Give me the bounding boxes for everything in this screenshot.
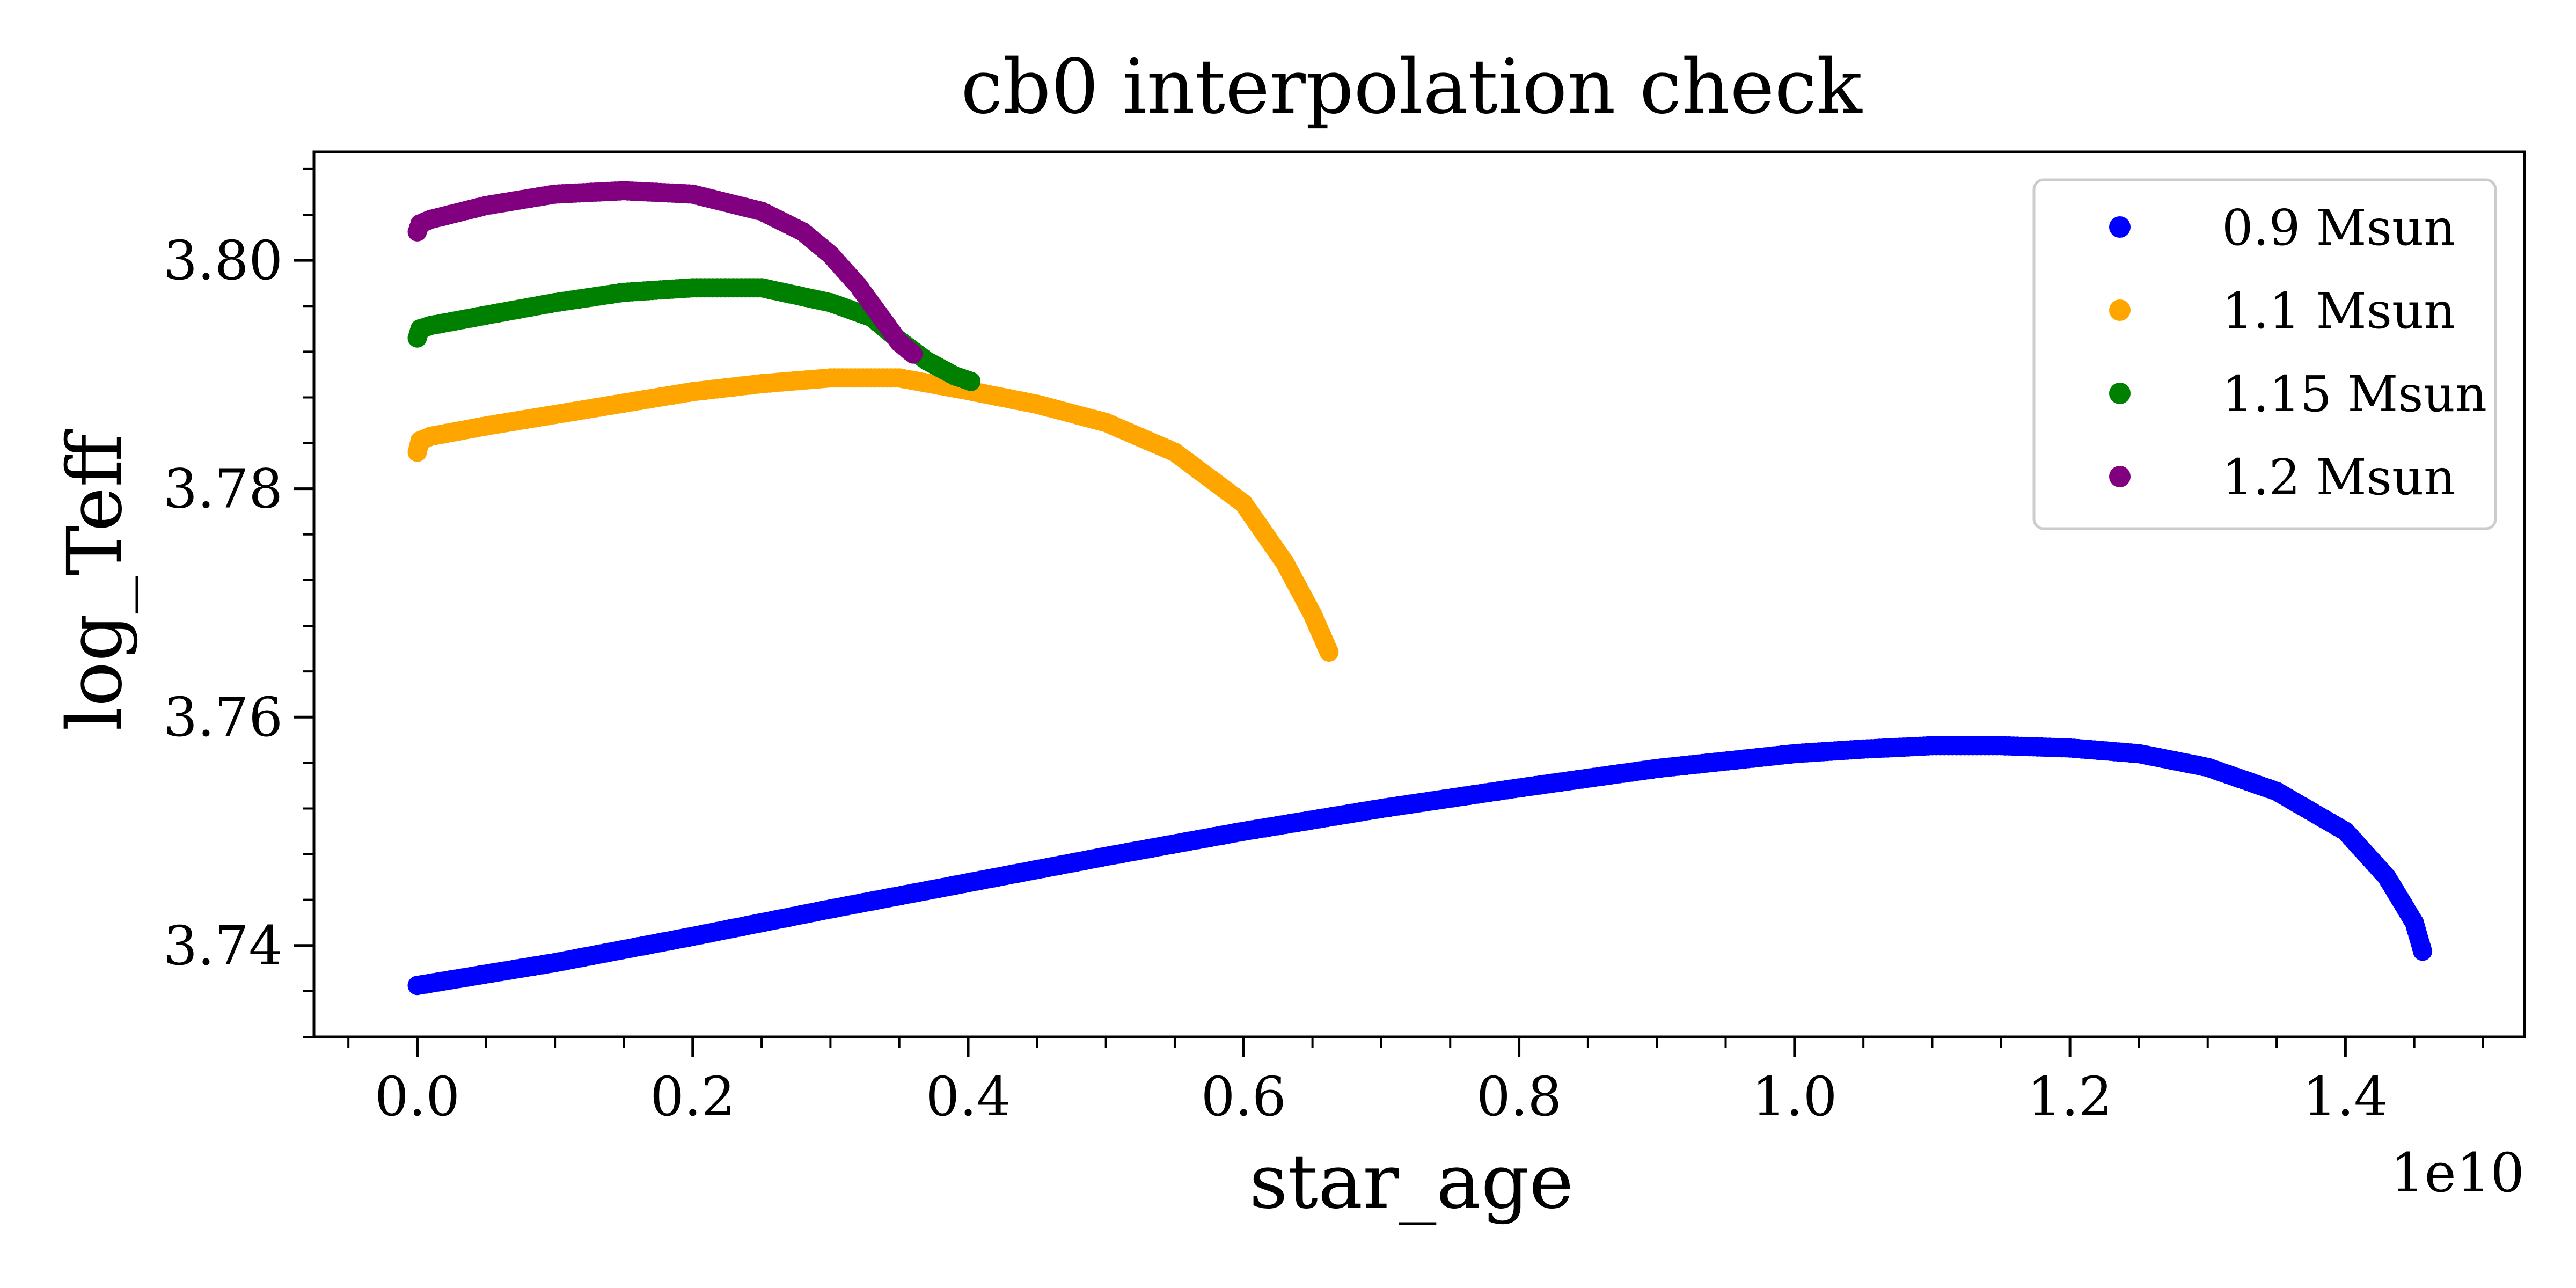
x-tick-label: 0.0	[375, 1065, 460, 1128]
legend-label: 1.15 Msun	[2222, 365, 2487, 423]
plot-frame	[312, 150, 2526, 1038]
x-tick-label: 0.4	[925, 1065, 1011, 1128]
y-tick-label: 3.74	[163, 914, 283, 977]
series-layer	[407, 181, 2433, 996]
legend-label: 1.2 Msun	[2222, 449, 2455, 506]
x-tick-label: 0.2	[650, 1065, 735, 1128]
legend: 0.9 Msun 1.1 Msun 1.15 Msun 1.2 Msun	[2032, 178, 2497, 530]
legend-label: 0.9 Msun	[2222, 199, 2455, 257]
x-tick-label: 1.0	[1752, 1065, 1837, 1128]
legend-marker	[2109, 383, 2131, 404]
x-tick-label: 1.4	[2303, 1065, 2388, 1128]
series-3	[407, 181, 923, 364]
y-tick-label: 3.76	[163, 686, 283, 749]
legend-frame	[2032, 178, 2497, 530]
legend-label: 1.1 Msun	[2222, 282, 2455, 340]
legend-marker	[2109, 299, 2131, 321]
chart-title: cb0 interpolation check	[961, 43, 1863, 131]
x-tick-label: 1.2	[2028, 1065, 2113, 1128]
data-point	[903, 344, 923, 364]
legend-marker	[2109, 216, 2131, 238]
x-axis-label: star_age	[1249, 1138, 1574, 1226]
x-offset-label: 1e10	[2390, 1141, 2524, 1204]
data-point	[961, 371, 981, 391]
series-0	[407, 736, 2433, 996]
y-tick-label: 3.78	[163, 458, 283, 521]
data-point	[1319, 642, 1339, 662]
data-point	[2413, 941, 2433, 961]
x-tick-label: 0.6	[1201, 1065, 1286, 1128]
ticks-layer: 0.0 0.2 0.4 0.6 0.8 1.0 1.2 1.4 3.74 3.76 3.78 3.80	[163, 167, 2485, 1128]
x-tick-label: 0.8	[1476, 1065, 1562, 1128]
legend-marker	[2109, 466, 2131, 487]
y-tick-label: 3.80	[163, 229, 283, 292]
y-axis-label: log_Teff	[52, 429, 139, 731]
